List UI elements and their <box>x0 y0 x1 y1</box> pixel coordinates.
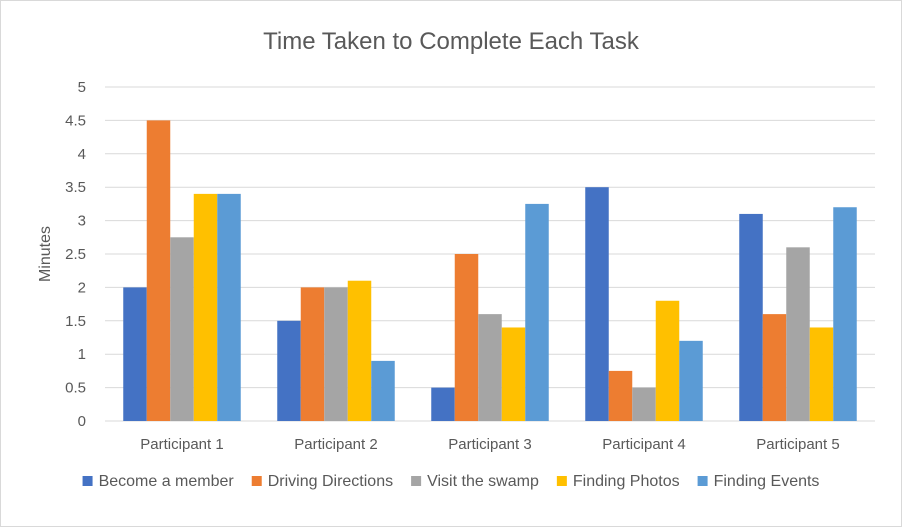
y-axis-ticks: 0 0.5 1 1.5 2 2.5 3 3.5 4 4.5 5 <box>65 79 86 430</box>
bar <box>762 314 787 421</box>
y-tick-label: 4 <box>78 146 86 163</box>
bar <box>371 360 395 421</box>
bar <box>739 213 763 421</box>
legend-swatch <box>82 476 93 486</box>
bar <box>146 120 171 422</box>
y-axis-label: Minutes <box>37 226 54 282</box>
bar <box>170 237 194 421</box>
legend-item: Visit the swamp <box>411 473 539 490</box>
y-tick-label: 1.5 <box>65 313 86 330</box>
bar <box>833 207 857 421</box>
bar <box>431 387 455 421</box>
legend-item: Finding Events <box>697 473 820 490</box>
x-tick-label: Participant 3 <box>448 436 531 453</box>
bar <box>786 247 810 421</box>
bar <box>478 314 502 421</box>
bar <box>608 370 633 421</box>
y-tick-label: 5 <box>78 79 86 96</box>
legend-swatch <box>697 476 708 486</box>
y-tick-label: 3.5 <box>65 179 86 196</box>
legend-label: Become a member <box>99 473 235 490</box>
y-tick-label: 0 <box>78 413 86 430</box>
bar <box>525 203 549 421</box>
legend-item: Become a member <box>82 473 235 490</box>
legend-item: Driving Directions <box>251 473 393 490</box>
legend-swatch <box>251 476 262 486</box>
y-tick-label: 4.5 <box>65 112 86 129</box>
legend-swatch <box>556 476 567 486</box>
bar <box>585 187 609 421</box>
y-tick-label: 3 <box>78 213 86 230</box>
legend-label: Finding Events <box>714 473 820 490</box>
legend-label: Driving Directions <box>268 473 393 490</box>
bar <box>277 320 301 421</box>
x-axis-ticks: Participant 1 Participant 2 Participant 3 P… <box>140 436 839 453</box>
bar <box>679 340 703 421</box>
y-tick-label: 1 <box>78 346 86 363</box>
x-tick-label: Participant 2 <box>294 436 377 453</box>
bar <box>324 287 348 421</box>
bar <box>454 254 479 421</box>
bar <box>655 300 680 421</box>
bar <box>347 280 372 421</box>
bar <box>632 387 656 421</box>
bar <box>300 287 325 421</box>
bar <box>501 327 526 421</box>
x-tick-label: Participant 4 <box>602 436 685 453</box>
x-tick-label: Participant 5 <box>756 436 839 453</box>
y-tick-label: 2 <box>78 279 86 296</box>
x-tick-label: Participant 1 <box>140 436 223 453</box>
bar <box>809 327 834 421</box>
chart-title: Time Taken to Complete Each Task <box>263 28 640 55</box>
legend-label: Visit the swamp <box>427 473 539 490</box>
legend-item: Finding Photos <box>556 473 680 490</box>
bar <box>123 287 147 421</box>
y-tick-label: 0.5 <box>65 380 86 397</box>
legend-swatch <box>411 476 422 486</box>
legend-label: Finding Photos <box>573 473 680 490</box>
bar <box>193 193 218 421</box>
bars <box>123 120 857 422</box>
bar <box>217 193 241 421</box>
y-tick-label: 2.5 <box>65 246 86 263</box>
legend: Become a member Driving Directions Visit t… <box>82 473 820 490</box>
